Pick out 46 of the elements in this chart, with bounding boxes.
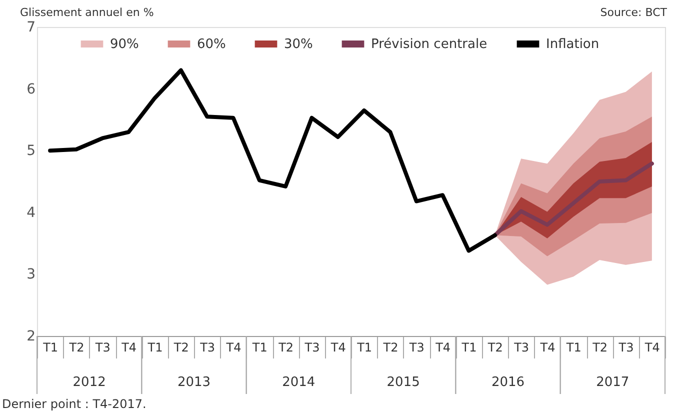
- x-tick-label: T3: [94, 340, 110, 354]
- y-tick-label: 6: [26, 81, 36, 98]
- y-tick-label: 4: [26, 204, 36, 221]
- text: 2017: [596, 375, 630, 390]
- y-tick-label: 2: [26, 328, 36, 344]
- text: Dernier point : T4-2017.: [2, 397, 146, 411]
- x-tick-label: T4: [225, 340, 242, 354]
- x-tick-label: T1: [565, 340, 582, 354]
- x-tick-label: T1: [460, 340, 477, 354]
- x-tick-label: T3: [199, 340, 216, 354]
- text: 2014: [282, 375, 316, 390]
- text: 2013: [177, 375, 211, 390]
- x-tick-label: T3: [513, 340, 530, 354]
- x-tick-label: T2: [68, 340, 84, 354]
- x-tick-label: T4: [434, 340, 451, 354]
- legend-label: 30%: [284, 37, 313, 52]
- x-tick-label: T4: [330, 340, 346, 354]
- legend-label: Inflation: [546, 37, 600, 52]
- text: 2012: [72, 375, 106, 390]
- legend-label: 60%: [197, 37, 226, 52]
- x-tick-label: T2: [172, 340, 189, 354]
- x-tick-label: T4: [644, 340, 660, 354]
- x-tick-label: T2: [278, 340, 294, 354]
- x-tick-label: T1: [251, 340, 268, 354]
- source-note: Source: BCT: [600, 6, 668, 19]
- x-tick-label: T2: [382, 340, 398, 354]
- y-tick-label: 7: [26, 20, 36, 36]
- legend-label: 90%: [110, 37, 139, 52]
- x-tick-label: T1: [42, 340, 58, 354]
- text: 2015: [386, 375, 420, 390]
- legend-label: Prévision centrale: [371, 37, 488, 52]
- y-tick-label: 3: [26, 266, 36, 283]
- x-tick-label: T3: [304, 340, 320, 354]
- x-tick-label: T4: [539, 340, 556, 354]
- text: 2016: [491, 375, 525, 390]
- x-tick-label: T3: [618, 340, 634, 354]
- y-tick-label: 5: [26, 143, 36, 160]
- x-tick-label: T1: [146, 340, 163, 354]
- x-tick-label: T3: [408, 340, 424, 354]
- x-tick-label: T4: [120, 340, 137, 354]
- line-series: [492, 162, 654, 238]
- x-tick-label: T1: [356, 340, 372, 354]
- x-tick-label: T2: [592, 340, 608, 354]
- x-tick-label: T2: [486, 340, 503, 354]
- line-series: [48, 68, 497, 253]
- y-axis-title: Glissement annuel en %: [20, 6, 154, 19]
